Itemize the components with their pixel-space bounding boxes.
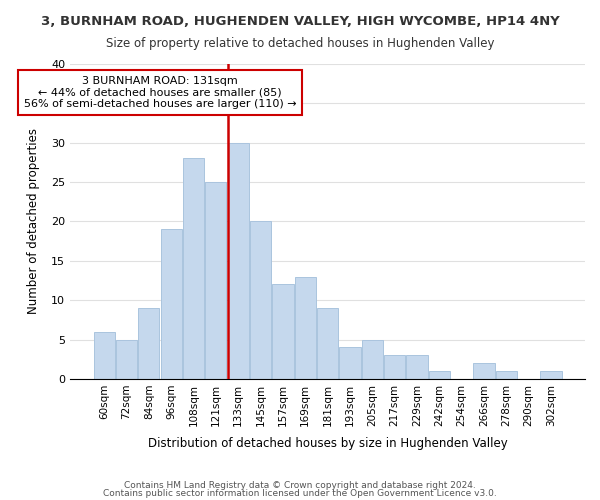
Bar [116,340,137,379]
Bar [161,230,182,379]
Bar [250,222,271,379]
Bar [94,332,115,379]
Y-axis label: Number of detached properties: Number of detached properties [27,128,40,314]
Text: Contains HM Land Registry data © Crown copyright and database right 2024.: Contains HM Land Registry data © Crown c… [124,481,476,490]
X-axis label: Distribution of detached houses by size in Hughenden Valley: Distribution of detached houses by size … [148,437,508,450]
Text: Contains public sector information licensed under the Open Government Licence v3: Contains public sector information licen… [103,488,497,498]
Bar [406,356,428,379]
Bar [541,371,562,379]
Bar [340,348,361,379]
Text: 3, BURNHAM ROAD, HUGHENDEN VALLEY, HIGH WYCOMBE, HP14 4NY: 3, BURNHAM ROAD, HUGHENDEN VALLEY, HIGH … [41,15,559,28]
Bar [496,371,517,379]
Bar [205,182,226,379]
Text: Size of property relative to detached houses in Hughenden Valley: Size of property relative to detached ho… [106,38,494,51]
Bar [295,276,316,379]
Bar [362,340,383,379]
Bar [317,308,338,379]
Bar [473,363,494,379]
Bar [138,308,160,379]
Bar [272,284,293,379]
Text: 3 BURNHAM ROAD: 131sqm
← 44% of detached houses are smaller (85)
56% of semi-det: 3 BURNHAM ROAD: 131sqm ← 44% of detached… [24,76,296,109]
Bar [384,356,405,379]
Bar [183,158,204,379]
Bar [428,371,450,379]
Bar [227,142,249,379]
